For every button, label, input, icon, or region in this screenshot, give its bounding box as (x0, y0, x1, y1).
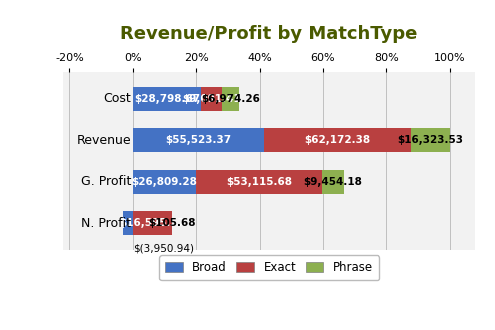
Bar (133, 211, 172, 235)
Bar (196, 170, 322, 194)
Bar (201, 87, 222, 111)
Text: $28,798.67: $28,798.67 (134, 94, 200, 104)
Text: $9,091.41: $9,091.41 (182, 94, 241, 104)
Bar (133, 87, 201, 111)
Legend: Broad, Exact, Phrase: Broad, Exact, Phrase (159, 255, 379, 280)
Text: $62,172.38: $62,172.38 (304, 135, 371, 145)
Title: Revenue/Profit by MatchType: Revenue/Profit by MatchType (120, 25, 418, 43)
Text: $16,595.57: $16,595.57 (119, 218, 186, 228)
Text: $(3,950.94): $(3,950.94) (133, 244, 194, 254)
Bar (123, 211, 133, 235)
Bar (322, 170, 344, 194)
Text: $26,809.28: $26,809.28 (132, 177, 198, 187)
Text: $16,323.53: $16,323.53 (397, 135, 463, 145)
Text: Cost: Cost (103, 92, 131, 105)
Text: $105.68: $105.68 (148, 218, 196, 228)
Bar (411, 128, 449, 152)
Text: Revenue: Revenue (77, 134, 131, 147)
Bar (133, 128, 264, 152)
Bar (133, 170, 196, 194)
Text: $6,974.26: $6,974.26 (201, 94, 260, 104)
Bar (264, 128, 411, 152)
Text: G. Profit: G. Profit (81, 175, 131, 188)
Text: $53,115.68: $53,115.68 (226, 177, 292, 187)
Text: $55,523.37: $55,523.37 (165, 135, 232, 145)
Text: $9,454.18: $9,454.18 (303, 177, 362, 187)
Text: N. Profit: N. Profit (81, 217, 131, 230)
Bar (222, 87, 239, 111)
